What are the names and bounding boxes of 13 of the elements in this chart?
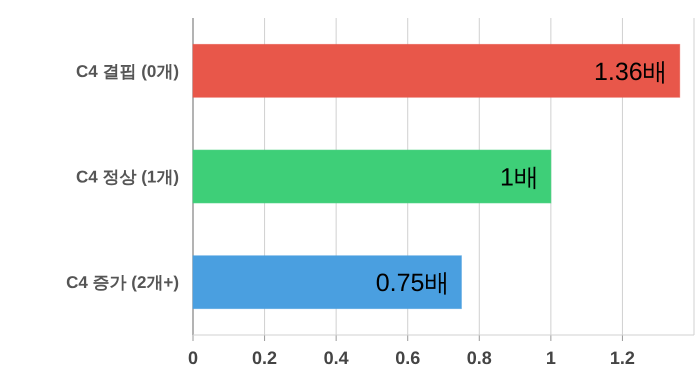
y-tick-label: C4 증가 (2개+)	[66, 273, 179, 292]
data-label: 1.36배	[594, 58, 668, 86]
y-tick-label: C4 결핍 (0개)	[76, 62, 179, 81]
x-tick-label: 0	[188, 348, 198, 368]
data-label: 0.75배	[376, 269, 450, 298]
x-tick-label: 1.2	[610, 348, 635, 368]
x-tick-label: 1	[546, 348, 556, 368]
x-tick-label: 0.8	[466, 348, 492, 368]
y-tick-label: C4 정상 (1개)	[76, 168, 179, 186]
data-label: 1배	[500, 164, 539, 192]
x-tick-label: 0.4	[324, 348, 349, 368]
x-tick-label: 0.6	[395, 348, 420, 368]
x-tick-label: 0.2	[252, 348, 278, 368]
